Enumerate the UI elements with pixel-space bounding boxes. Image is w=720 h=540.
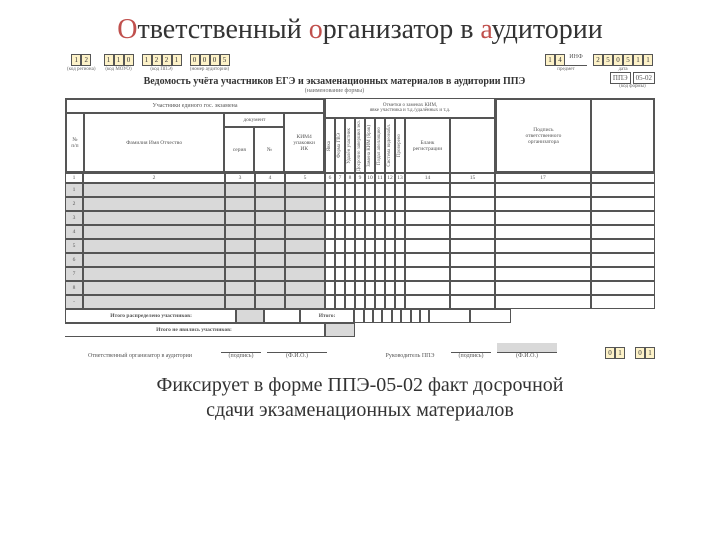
form-subheading: (наименование формы) <box>65 88 604 94</box>
form-ppe-05-02: 1 2 (код региона) 1 1 0 (код МОУО) 1 2 2 <box>65 54 655 359</box>
table-row: 2 <box>65 197 655 211</box>
col-numbers: 1 2 3 4 5 6 7 8 9 10 11 12 13 14 15 17 <box>65 173 655 183</box>
table-header: Участники единого гос. экзамена № п/п Фа… <box>65 98 655 173</box>
form-series-box: ППЭ <box>610 72 631 84</box>
small-code-b: 0 1 <box>635 347 655 359</box>
table-row: 1 <box>65 183 655 197</box>
page-title: Ответственный организатор в аудитории <box>0 0 720 54</box>
table-row: 8 <box>65 281 655 295</box>
small-code-a: 0 1 <box>605 347 625 359</box>
table-row: 4 <box>65 225 655 239</box>
code-region: 1 2 (код региона) <box>67 54 96 72</box>
signature-area: Ответственный организатор в аудитории (п… <box>65 343 655 359</box>
top-meta: 1 2 (код региона) 1 1 0 (код МОУО) 1 2 2 <box>65 54 655 72</box>
subject-short: ИНФ <box>565 54 587 66</box>
code-auditorium: 0 0 0 5 (номер аудитории) <box>190 54 230 72</box>
caption: Фиксирует в форме ППЭ-05-02 факт досрочн… <box>0 373 720 423</box>
totals-row-2: Итого не явились участников: <box>65 323 655 337</box>
form-code-box: 05-02 <box>633 72 655 84</box>
code-mouo: 1 1 0 (код МОУО) <box>104 54 134 72</box>
code-ppe: 1 2 2 1 (код ППЭ) <box>142 54 182 72</box>
totals-row-1: Итого распределено участников: Итого: <box>65 309 655 323</box>
table-row: 3 <box>65 211 655 225</box>
form-heading: Ведомость учёта участников ЕГЭ и экзамен… <box>65 76 604 87</box>
table-row: 6 <box>65 253 655 267</box>
table-row: 5 <box>65 239 655 253</box>
code-date: 2 5 0 5 1 1 дата <box>593 54 653 72</box>
table-row: - <box>65 295 655 309</box>
table-row: 7 <box>65 267 655 281</box>
code-subject: 1 4 ИНФ предмет <box>545 54 587 72</box>
